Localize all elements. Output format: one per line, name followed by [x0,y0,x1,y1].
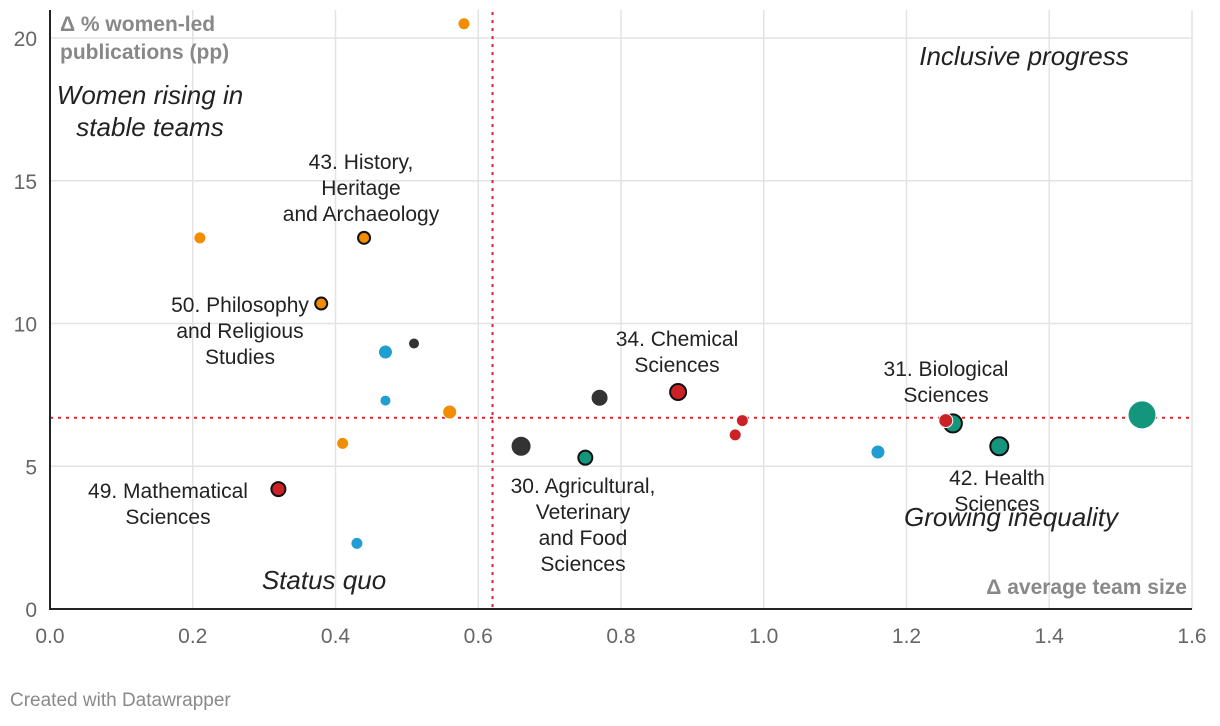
x-axis-title: Δ average team size [986,576,1187,599]
x-tick-label: 1.6 [1177,625,1206,648]
x-tick-label: 0.4 [321,625,351,648]
point-label-line: Heritage [321,177,400,200]
point-label-line: 34. Chemical [616,328,739,351]
point-label: 30. Agricultural, Veterinary and Food Scien… [511,475,656,576]
point-label-line: Sciences [125,506,210,529]
data-point-red [669,383,688,402]
data-point-green [577,449,594,466]
data-point-orange [457,17,471,31]
data-point-orange [193,231,207,245]
data-point-blue [379,394,392,407]
point-label: 34. Chemical Sciences [616,328,739,377]
point-label: 43. History, Heritage and Archaeology [283,151,440,226]
x-tick-label: 1.4 [1035,625,1065,648]
data-point-green [989,436,1010,457]
point-label-line: Sciences [634,354,719,377]
y-tick-label: 15 [14,171,37,194]
quadrant-label-line: stable teams [76,112,223,142]
quadrant-label-line: Status quo [262,565,386,595]
y-tick-label: 10 [14,314,37,337]
quadrant-label-inclusive-progress: Inclusive progress [919,41,1129,71]
y-tick-label: 5 [25,456,37,479]
point-label-line: and Religious [176,320,303,343]
x-tick-label: 0.6 [464,625,493,648]
data-point-black [510,435,532,457]
data-point-orange [442,404,458,420]
data-points [193,17,1157,550]
data-point-blue [377,344,393,360]
point-label-line: Sciences [540,553,625,576]
point-label-line: and Archaeology [283,203,440,226]
data-point-red [728,428,742,442]
point-label: 31. Biological Sciences [884,358,1009,407]
quadrant-label-line: Growing inequality [904,502,1120,532]
x-tick-label: 1.2 [892,625,921,648]
datawrapper-credit: Created with Datawrapper [10,690,231,711]
quadrant-label-line: Women rising in [57,80,243,110]
point-label: 50. Philosophy and Religious Studies [171,294,309,369]
data-point-red [735,414,749,428]
point-label: 49. Mathematical Sciences [88,480,248,529]
x-tick-label: 1.0 [749,625,778,648]
point-label-line: Sciences [954,493,1039,516]
point-label-line: Veterinary [536,501,631,524]
point-label-line: Sciences [903,384,988,407]
y-tick-label: 20 [14,28,37,51]
data-point-black [590,388,609,407]
data-point-blue [870,444,886,460]
point-label-line: 43. History, [309,151,414,174]
point-label: 42. Health Sciences [949,467,1045,516]
quadrant-label-line: Inclusive progress [919,41,1129,71]
y-tick-label: 0 [25,599,37,622]
data-point-blue [350,536,364,550]
quadrant-labels: Women rising in stable teams Inclusive pro… [57,41,1129,595]
point-label-line: Studies [205,346,275,369]
x-tick-label: 0.2 [178,625,207,648]
point-label-line: 42. Health [949,467,1045,490]
point-label-line: and Food [539,527,628,550]
quadrant-label-status-quo: Status quo [262,565,386,595]
gridlines [50,10,1193,609]
y-axis-title-line: publications (pp) [60,41,229,64]
data-point-orange [336,436,350,450]
reference-lines [50,12,1192,609]
point-labels: 43. History, Heritage and Archaeology 50. P… [88,151,1045,576]
point-label-line: 31. Biological [884,358,1009,381]
axes: 0.0 0.2 0.4 0.6 0.8 1.0 1.2 1.4 1.6 0 5 10 15 20 [14,10,1207,648]
x-tick-label: 0.8 [606,625,635,648]
y-axis-title: Δ % women-led publications (pp) [60,13,229,64]
data-point-orange [357,230,372,245]
data-point-green [1127,400,1157,430]
data-point-black [408,337,421,350]
data-point-red [938,413,954,429]
data-point-red [270,481,287,498]
data-point-orange [314,296,329,311]
x-tick-label: 0.0 [35,625,64,648]
point-label-line: 30. Agricultural, [511,475,656,498]
quadrant-label-growing-inequality: Growing inequality [904,502,1120,532]
point-label-line: 50. Philosophy [171,294,309,317]
quadrant-label-women-rising: Women rising in stable teams [57,80,243,142]
y-axis-title-line: Δ % women-led [60,13,215,36]
point-label-line: 49. Mathematical [88,480,248,503]
